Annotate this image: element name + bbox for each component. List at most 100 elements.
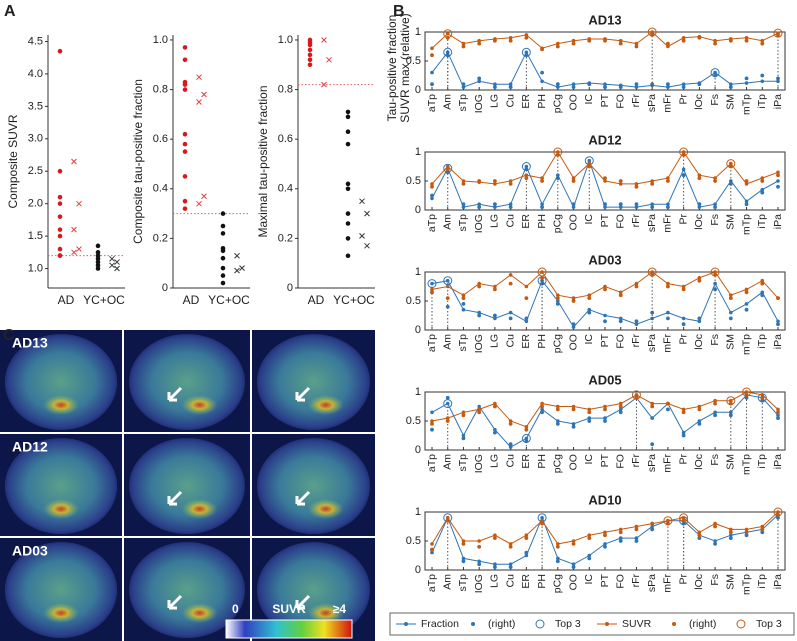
line-point <box>461 85 466 89</box>
line-point <box>445 278 450 283</box>
data-point <box>182 198 188 204</box>
line-point <box>697 530 702 535</box>
line-point <box>634 536 639 540</box>
x-tick-label: lOc <box>693 334 705 350</box>
x-tick-label: aTp <box>426 454 438 472</box>
right-point <box>524 296 529 300</box>
x-tick-label: Cu <box>504 214 516 228</box>
x-tick-label: PH <box>536 454 548 469</box>
uptake-spot <box>181 603 218 623</box>
line-point <box>540 270 544 274</box>
x-tick-label: IC <box>583 94 595 105</box>
data-point <box>345 253 351 259</box>
right-point <box>445 395 450 400</box>
data-point <box>345 129 351 135</box>
line-point <box>477 407 481 412</box>
right-point <box>555 544 560 549</box>
line-point <box>650 270 654 274</box>
x-tick-label: mFr <box>662 94 674 113</box>
arrow <box>167 490 183 506</box>
line-point <box>445 31 450 36</box>
data-point <box>196 74 202 81</box>
legend-marker <box>672 622 676 626</box>
line-point <box>493 284 497 289</box>
right-point <box>461 436 466 441</box>
right-point <box>524 167 529 172</box>
right-point <box>540 47 544 52</box>
line-point <box>713 70 717 75</box>
right-point <box>461 542 466 546</box>
data-point <box>321 37 327 43</box>
data-point <box>220 273 226 278</box>
right-point <box>493 287 497 292</box>
data-point <box>201 91 207 98</box>
x-tick-label: pCg <box>552 574 564 593</box>
y-tick-label: 1 <box>415 26 421 38</box>
y-tick-label: 0.5 <box>406 295 421 307</box>
right-point <box>666 82 670 87</box>
line-point <box>477 79 481 84</box>
right-point <box>477 313 482 318</box>
y-tick-label: 0 <box>415 444 421 456</box>
right-point <box>650 205 655 210</box>
right-point <box>713 179 717 183</box>
uptake-spot <box>43 395 79 415</box>
x-tick-label: AD <box>308 293 325 307</box>
brain-slice <box>4 334 118 430</box>
right-point <box>571 85 576 89</box>
line-point <box>461 307 466 312</box>
y-tick-label: 0.6 <box>278 133 293 145</box>
right-point <box>587 419 592 423</box>
right-point <box>713 41 717 46</box>
x-tick-label: IC <box>583 454 595 465</box>
x-tick-label: Cu <box>504 334 516 348</box>
data-point <box>196 200 202 207</box>
y-tick-label: 1.0 <box>28 262 43 274</box>
right-point <box>728 316 733 321</box>
line-point <box>634 85 639 89</box>
data-point <box>182 149 188 154</box>
x-tick-label: aTp <box>426 574 438 592</box>
data-point <box>345 211 351 216</box>
x-tick-label: YC+OC <box>333 293 375 307</box>
data-point <box>234 252 240 259</box>
line-point <box>524 533 529 537</box>
line-point <box>729 82 733 86</box>
right-point <box>650 273 655 277</box>
x-tick-label: Pr <box>677 93 689 104</box>
right-point <box>681 38 686 43</box>
x-tick-label: SM <box>725 334 737 350</box>
line-point <box>587 416 592 420</box>
right-point <box>571 424 576 429</box>
data-point <box>220 211 226 216</box>
x-tick-label: sPa <box>646 94 658 112</box>
line-point <box>508 36 513 40</box>
line-point <box>744 182 749 186</box>
right-point <box>430 193 434 198</box>
x-tick-label: FO <box>615 94 627 109</box>
line-point <box>493 401 497 406</box>
x-tick-label: mFr <box>662 574 674 593</box>
right-point <box>760 398 765 403</box>
x-tick-label: PT <box>599 573 611 587</box>
line-point <box>681 150 686 154</box>
right-point <box>697 278 702 283</box>
x-tick-label: AD <box>58 293 75 307</box>
data-point <box>71 158 77 165</box>
legend-marker <box>605 622 609 626</box>
right-point <box>650 182 655 186</box>
right-point <box>555 44 560 49</box>
line-point <box>540 407 544 412</box>
x-tick-label: lOc <box>693 574 705 590</box>
y-tick-label: 0 <box>415 564 421 576</box>
line-point <box>477 281 481 286</box>
line-point <box>713 38 717 43</box>
x-tick-label: YC+OC <box>83 293 125 307</box>
line-point <box>603 313 607 318</box>
line-point <box>681 36 686 40</box>
right-point <box>713 73 717 78</box>
right-point <box>587 310 592 315</box>
legend-marker <box>535 619 545 629</box>
line-point <box>666 202 670 206</box>
line-point <box>477 310 481 315</box>
